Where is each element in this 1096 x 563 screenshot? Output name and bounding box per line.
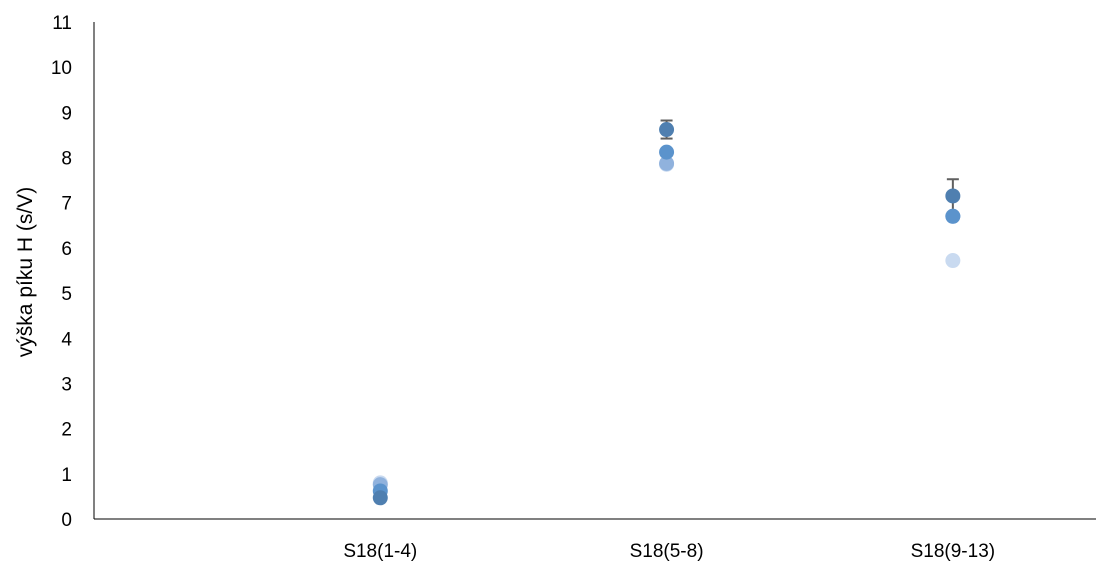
x-tick-label: S18(9-13) [911, 541, 996, 562]
data-point [945, 208, 961, 224]
data-point [372, 490, 388, 506]
x-tick-label: S18(5-8) [630, 541, 704, 562]
y-tick-label: 11 [52, 13, 72, 34]
y-tick-labels: 0 1 2 3 4 5 6 7 8 9 10 11 [51, 13, 73, 531]
y-tick-label: 10 [51, 58, 72, 79]
data-point [659, 144, 675, 160]
y-tick-label: 6 [61, 239, 72, 260]
y-tick-label: 0 [61, 510, 72, 531]
y-tick-label: 4 [61, 329, 72, 350]
data-point [659, 122, 675, 138]
data-point [945, 253, 961, 269]
error-bars [660, 119, 959, 214]
y-tick-label: 9 [61, 103, 72, 124]
axes [93, 22, 1096, 520]
x-tick-label: S18(1-4) [343, 541, 417, 562]
y-tick-label: 2 [61, 420, 72, 441]
x-tick-labels: S18(1-4) S18(5-8) S18(9-13) [343, 541, 995, 562]
y-tick-label: 3 [61, 374, 72, 395]
y-tick-label: 5 [61, 284, 72, 305]
data-points [372, 122, 961, 506]
y-tick-label: 1 [61, 465, 72, 486]
data-point [659, 155, 675, 171]
data-point [945, 188, 961, 204]
y-axis-title: výška píku H (s/V) [14, 187, 37, 357]
y-tick-label: 7 [61, 194, 72, 215]
y-tick-label: 8 [61, 149, 72, 170]
